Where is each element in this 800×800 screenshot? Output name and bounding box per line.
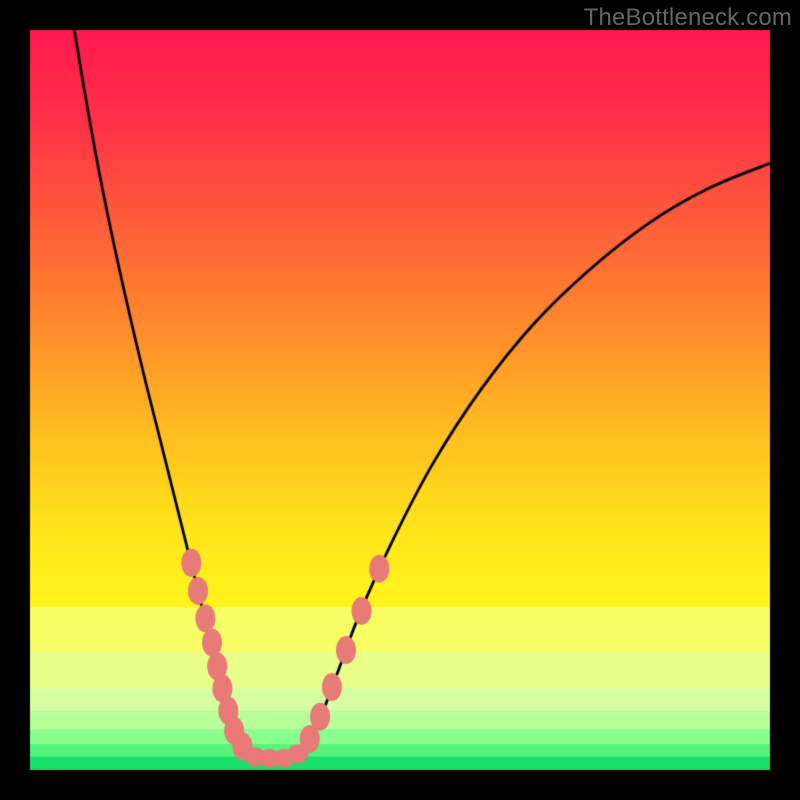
bottleneck-chart: TheBottleneck.com bbox=[0, 0, 800, 800]
chart-canvas bbox=[0, 0, 800, 800]
watermark-text: TheBottleneck.com bbox=[584, 4, 792, 32]
